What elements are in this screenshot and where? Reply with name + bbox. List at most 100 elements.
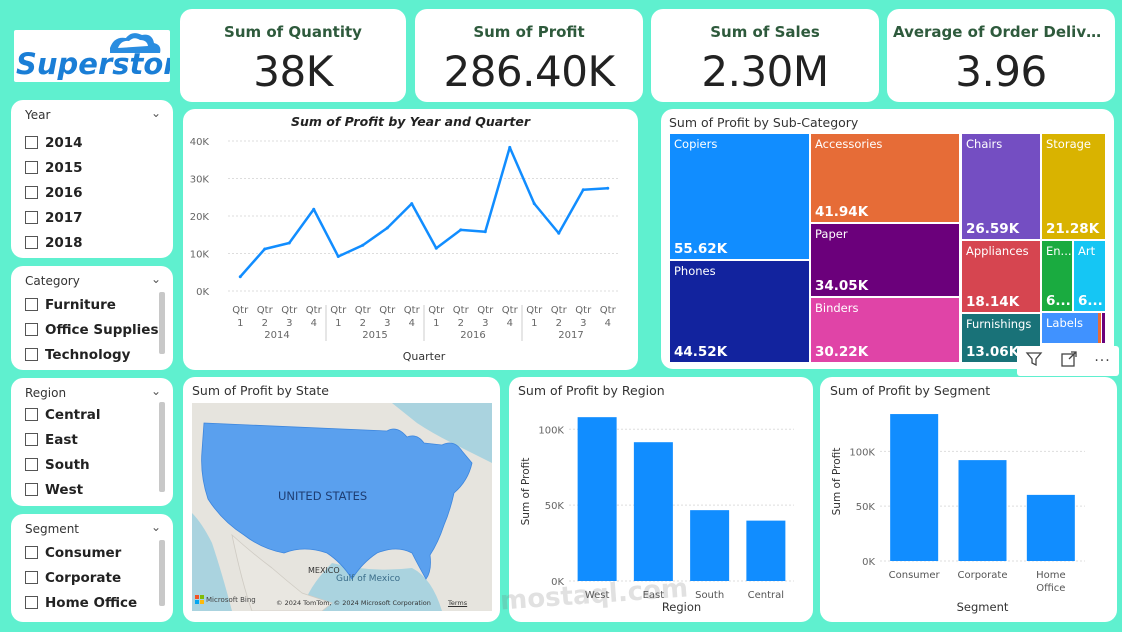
chevron-down-icon[interactable]: ⌄ xyxy=(150,384,161,398)
x-tick-num: 2 xyxy=(262,318,268,329)
checkbox[interactable] xyxy=(25,211,38,224)
checkbox[interactable] xyxy=(25,136,38,149)
treemap-tile[interactable]: Art 6... xyxy=(1074,241,1105,311)
category-slicer[interactable]: Category ⌄ Furniture Office Supplies Tec… xyxy=(11,266,173,370)
line-point xyxy=(312,207,316,211)
scrollbar[interactable] xyxy=(159,540,165,606)
checkbox[interactable] xyxy=(25,236,38,249)
map[interactable]: UNITED STATES MEXICO Gulf of Mexico Micr… xyxy=(192,403,492,611)
kpi-card-delivery: Average of Order Deliver... 3.96 xyxy=(887,9,1115,102)
segment-slicer[interactable]: Segment ⌄ Consumer Corporate Home Office xyxy=(11,514,173,622)
y-axis-title: Sum of Profit xyxy=(520,458,532,526)
checkbox[interactable] xyxy=(25,408,38,421)
y-tick-label: 50K xyxy=(856,502,876,513)
x-tick-year: 2017 xyxy=(558,330,583,341)
checkbox[interactable] xyxy=(25,571,38,584)
slicer-item-furniture[interactable]: Furniture xyxy=(25,292,159,317)
region-slicer[interactable]: Region ⌄ Central East South West xyxy=(11,378,173,506)
slicer-item-technology[interactable]: Technology xyxy=(25,342,159,367)
terms-link[interactable]: Terms xyxy=(448,599,468,607)
slicer-item-2015[interactable]: 2015 xyxy=(25,155,83,180)
x-tick-qtr: Qtr xyxy=(526,305,543,316)
x-tick-qtr: Qtr xyxy=(575,305,592,316)
x-tick-label: South xyxy=(695,590,724,601)
treemap-tile[interactable]: Paper 34.05K xyxy=(811,224,959,296)
kpi-title: Sum of Sales xyxy=(710,23,820,41)
slicer-item-east[interactable]: East xyxy=(25,427,101,452)
slicer-item-central[interactable]: Central xyxy=(25,402,101,427)
treemap-tile[interactable]: Appliances 18.14K xyxy=(962,241,1040,312)
slicer-item-office-supplies[interactable]: Office Supplies xyxy=(25,317,159,342)
year-slicer[interactable]: Year ⌄ 2014 2015 2016 2017 2018 xyxy=(11,100,173,258)
x-tick-qtr: Qtr xyxy=(502,305,519,316)
slicer-item-corporate[interactable]: Corporate xyxy=(25,565,137,590)
bar xyxy=(746,520,786,581)
tile-value: 34.05K xyxy=(815,278,869,294)
slicer-title: Category xyxy=(25,274,80,288)
slicer-item-west[interactable]: West xyxy=(25,477,101,502)
slicer-item-2014[interactable]: 2014 xyxy=(25,130,83,155)
chevron-down-icon[interactable]: ⌄ xyxy=(150,272,161,286)
checkbox[interactable] xyxy=(25,546,38,559)
tile-label: Art xyxy=(1078,244,1096,258)
checkbox[interactable] xyxy=(25,186,38,199)
region-bar-chart: 100K 50K 0K West East South Central Region Sum o… xyxy=(520,417,794,614)
slicer-item-2016[interactable]: 2016 xyxy=(25,180,83,205)
chart-title: Sum of Profit by Year and Quarter xyxy=(290,114,531,129)
slicer-item-2018[interactable]: 2018 xyxy=(25,230,83,255)
treemap-tile[interactable]: Phones 44.52K xyxy=(670,261,809,362)
line-point xyxy=(238,275,242,279)
chevron-down-icon[interactable]: ⌄ xyxy=(150,520,161,534)
treemap: Copiers 55.62K Phones 44.52K Accessories 41.9… xyxy=(661,109,1114,369)
chart-title: Sum of Profit by Sub-Category xyxy=(669,115,859,130)
chevron-down-icon[interactable]: ⌄ xyxy=(150,106,161,120)
x-tick-qtr: Qtr xyxy=(551,305,568,316)
x-tick-qtr: Qtr xyxy=(232,305,249,316)
more-options-icon[interactable]: ··· xyxy=(1094,353,1111,369)
tile-label: Accessories xyxy=(815,137,883,151)
line-chart: 40K 30K 20K 10K 0K Qtr 1 Qtr 2 Qtr 3 Qtr 4 Qtr 1 Qtr 2 Qt… xyxy=(190,137,620,363)
y-tick-label: 0K xyxy=(551,577,564,588)
checkbox[interactable] xyxy=(25,458,38,471)
treemap-tile[interactable]: Accessories 41.94K xyxy=(811,134,959,222)
scrollbar[interactable] xyxy=(159,402,165,492)
treemap-tile-small[interactable] xyxy=(1102,313,1105,343)
focus-mode-icon[interactable] xyxy=(1060,350,1078,372)
visual-header-icons: ··· xyxy=(1017,346,1119,376)
slicer-item-consumer[interactable]: Consumer xyxy=(25,540,137,565)
treemap-tile[interactable]: Binders 30.22K xyxy=(811,298,959,362)
kpi-value: 286.40K xyxy=(443,47,615,96)
tile-value: 6... xyxy=(1078,293,1103,309)
checkbox[interactable] xyxy=(25,323,38,336)
treemap-tile[interactable]: Chairs 26.59K xyxy=(962,134,1040,239)
treemap-tile[interactable]: Storage 21.28K xyxy=(1042,134,1105,239)
line-point xyxy=(385,226,389,230)
bar xyxy=(633,442,673,581)
slicer-item-south[interactable]: South xyxy=(25,452,101,477)
line-point xyxy=(434,246,438,250)
x-tick-num: 4 xyxy=(605,318,611,329)
checkbox[interactable] xyxy=(25,348,38,361)
checkbox[interactable] xyxy=(25,161,38,174)
slicer-title: Year xyxy=(25,108,51,122)
slicer-item-home-office[interactable]: Home Office xyxy=(25,590,137,615)
filter-icon[interactable] xyxy=(1025,350,1043,372)
treemap-tile[interactable]: Copiers 55.62K xyxy=(670,134,809,259)
x-tick-num: 1 xyxy=(531,318,537,329)
checkbox[interactable] xyxy=(25,298,38,311)
treemap-tile[interactable]: En... 6... xyxy=(1042,241,1072,311)
scrollbar[interactable] xyxy=(159,292,165,354)
treemap-tile[interactable]: Furnishings 13.06K xyxy=(962,314,1040,362)
x-tick-qtr: Qtr xyxy=(355,305,372,316)
checkbox[interactable] xyxy=(25,433,38,446)
checkbox[interactable] xyxy=(25,596,38,609)
x-tick-label: Corporate xyxy=(958,570,1008,581)
treemap-tile[interactable]: Labels xyxy=(1042,313,1098,343)
treemap-tile-small[interactable] xyxy=(1098,313,1101,343)
slicer-item-2017[interactable]: 2017 xyxy=(25,205,83,230)
checkbox[interactable] xyxy=(25,483,38,496)
kpi-title: Sum of Quantity xyxy=(224,23,362,41)
x-tick-qtr: Qtr xyxy=(428,305,445,316)
line-point xyxy=(410,202,414,206)
x-axis-title: Quarter xyxy=(403,350,446,363)
